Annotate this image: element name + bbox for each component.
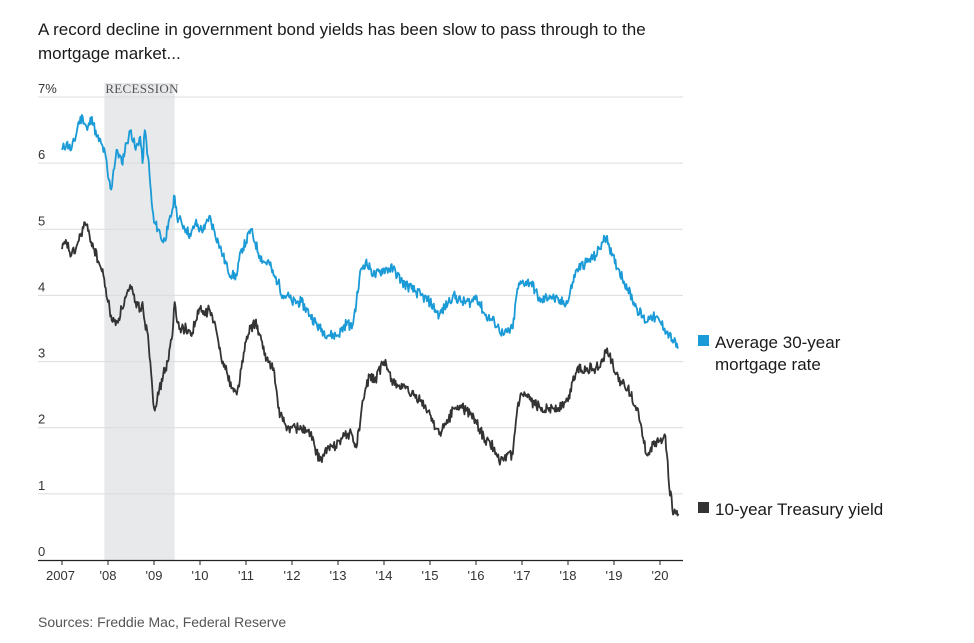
legend-label-mortgage: Average 30-year mortgage rate — [715, 333, 841, 374]
x-tick-label: '19 — [606, 568, 623, 583]
y-tick-label: 4 — [38, 279, 45, 294]
x-tick-label: 2007 — [46, 568, 75, 583]
recession-label: RECESSION — [105, 81, 179, 96]
x-tick-label: '11 — [238, 568, 254, 583]
x-tick-label: '13 — [330, 568, 347, 583]
chart-title: A record decline in government bond yiel… — [38, 20, 646, 63]
y-tick-label: 6 — [38, 147, 45, 162]
x-tick-label: '14 — [376, 568, 393, 583]
legend-swatch-treasury — [698, 502, 709, 513]
y-tick-label: 2 — [38, 412, 45, 427]
x-tick-label: '10 — [192, 568, 209, 583]
x-tick-label: '16 — [468, 568, 485, 583]
legend-swatch-mortgage — [698, 335, 709, 346]
x-tick-label: '15 — [422, 568, 439, 583]
y-tick-label: 5 — [38, 213, 45, 228]
y-tick-label: 7% — [38, 81, 57, 96]
treasury-yield-line — [61, 221, 680, 517]
x-tick-label: '08 — [100, 568, 117, 583]
x-tick-label: '12 — [284, 568, 301, 583]
x-tick-label: '09 — [146, 568, 163, 583]
legend-label-treasury: 10-year Treasury yield — [715, 500, 883, 519]
x-tick-label: '20 — [652, 568, 669, 583]
x-tick-label: '18 — [560, 568, 577, 583]
source-note: Sources: Freddie Mac, Federal Reserve — [38, 614, 287, 630]
mortgage-rate-line — [61, 114, 679, 350]
x-tick-label: '17 — [514, 568, 531, 583]
y-tick-label: 0 — [38, 544, 45, 559]
y-tick-label: 3 — [38, 346, 45, 361]
y-tick-label: 1 — [38, 478, 45, 493]
